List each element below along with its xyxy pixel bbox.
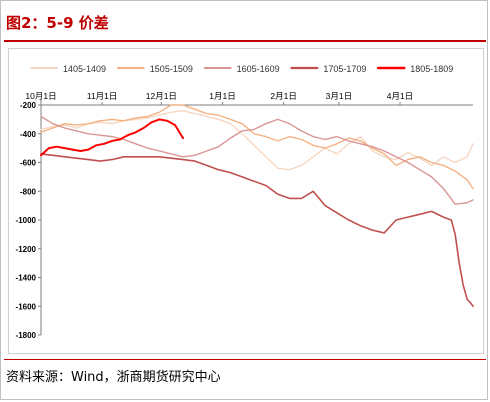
title-divider xyxy=(4,40,486,42)
series-line-1705-1709 xyxy=(40,153,474,308)
chart-area: 1405-1409 1505-1509 1605-1609 1705-1709 1805… xyxy=(8,48,484,354)
legend-label: 1805-1809 xyxy=(410,64,453,74)
line-chart: 1405-1409 1505-1509 1605-1609 1705-1709 1805… xyxy=(16,64,474,340)
series-line-1805-1809 xyxy=(40,118,184,157)
series-line-1605-1609 xyxy=(40,115,474,205)
x-tick-label: 4月1日 xyxy=(387,91,413,101)
y-tick-label: -1600 xyxy=(16,302,37,311)
x-tick-label: 11月1日 xyxy=(87,91,118,101)
x-tick-label: 10月1日 xyxy=(25,91,56,101)
x-tick-label: 3月1日 xyxy=(326,91,352,101)
legend-label: 1705-1709 xyxy=(323,64,366,74)
x-tick-label: 2月1日 xyxy=(270,91,296,101)
x-tick-label: 1月1日 xyxy=(209,91,235,101)
footer-divider xyxy=(4,359,486,360)
series-line-1505-1509 xyxy=(40,104,474,190)
y-tick-label: -1800 xyxy=(16,331,37,340)
y-tick-label: -1200 xyxy=(16,245,37,254)
legend-label: 1405-1409 xyxy=(63,64,106,74)
y-tick-label: -400 xyxy=(20,130,37,139)
x-tick-label: 12月1日 xyxy=(146,91,177,101)
y-tick-label: -800 xyxy=(20,187,37,196)
y-tick-label: -1000 xyxy=(16,216,37,225)
figure-title: 图2：5-9 价差 xyxy=(6,14,109,32)
legend-label: 1505-1509 xyxy=(150,64,193,74)
y-tick-label: -1400 xyxy=(16,274,37,283)
series-line-1405-1409 xyxy=(40,110,474,171)
y-tick-label: -200 xyxy=(20,101,37,110)
y-tick-label: -600 xyxy=(20,159,37,168)
legend-label: 1605-1609 xyxy=(237,64,280,74)
source-note: 资料来源：Wind，浙商期货研究中心 xyxy=(6,370,221,385)
